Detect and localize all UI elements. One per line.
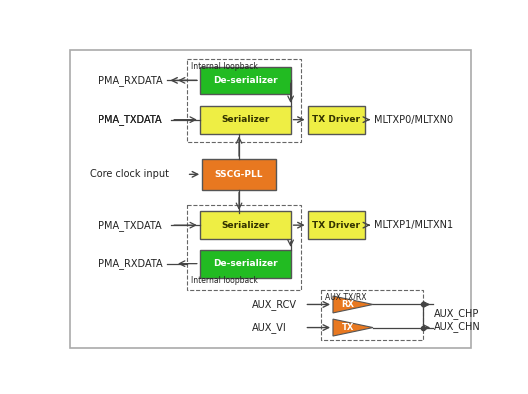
Text: AUX_VI: AUX_VI xyxy=(252,322,287,333)
Text: Serializer: Serializer xyxy=(221,115,269,124)
Polygon shape xyxy=(333,296,373,313)
Bar xyxy=(307,211,365,239)
Text: TX Driver: TX Driver xyxy=(312,115,360,124)
Text: SSCG-PLL: SSCG-PLL xyxy=(215,170,263,179)
Text: Internal loopback: Internal loopback xyxy=(191,62,257,71)
Bar xyxy=(200,250,290,277)
Bar xyxy=(200,106,290,134)
Bar xyxy=(187,205,300,290)
Text: TX Driver: TX Driver xyxy=(312,221,360,230)
Text: PMA_RXDATA: PMA_RXDATA xyxy=(98,258,163,269)
Text: PMA_TXDATA: PMA_TXDATA xyxy=(98,114,162,125)
Text: RX: RX xyxy=(342,300,355,309)
Text: Serializer: Serializer xyxy=(221,221,269,230)
Text: AUX TX/RX: AUX TX/RX xyxy=(325,292,367,301)
Text: PMA_RXDATA: PMA_RXDATA xyxy=(98,75,163,86)
Bar xyxy=(200,67,290,94)
Text: PMA_TXDATA: PMA_TXDATA xyxy=(98,114,162,125)
Polygon shape xyxy=(333,319,373,336)
Text: De-serializer: De-serializer xyxy=(213,259,278,268)
Bar xyxy=(200,211,290,239)
Text: PMA_TXDATA: PMA_TXDATA xyxy=(98,220,162,230)
Text: MLTXP1/MLTXN1: MLTXP1/MLTXN1 xyxy=(374,220,453,230)
Text: TX: TX xyxy=(342,323,354,332)
Text: AUX_CHP: AUX_CHP xyxy=(434,308,479,319)
Bar xyxy=(307,106,365,134)
Text: De-serializer: De-serializer xyxy=(213,76,278,85)
Text: AUX_RCV: AUX_RCV xyxy=(252,299,297,310)
Text: AUX_CHN: AUX_CHN xyxy=(434,322,480,332)
Bar xyxy=(202,159,276,190)
Bar xyxy=(322,290,423,340)
Text: Core clock input: Core clock input xyxy=(90,169,169,179)
Text: MLTXP0/MLTXN0: MLTXP0/MLTXN0 xyxy=(374,115,453,125)
Text: Internal loopback: Internal loopback xyxy=(191,276,257,285)
Bar xyxy=(187,59,300,142)
